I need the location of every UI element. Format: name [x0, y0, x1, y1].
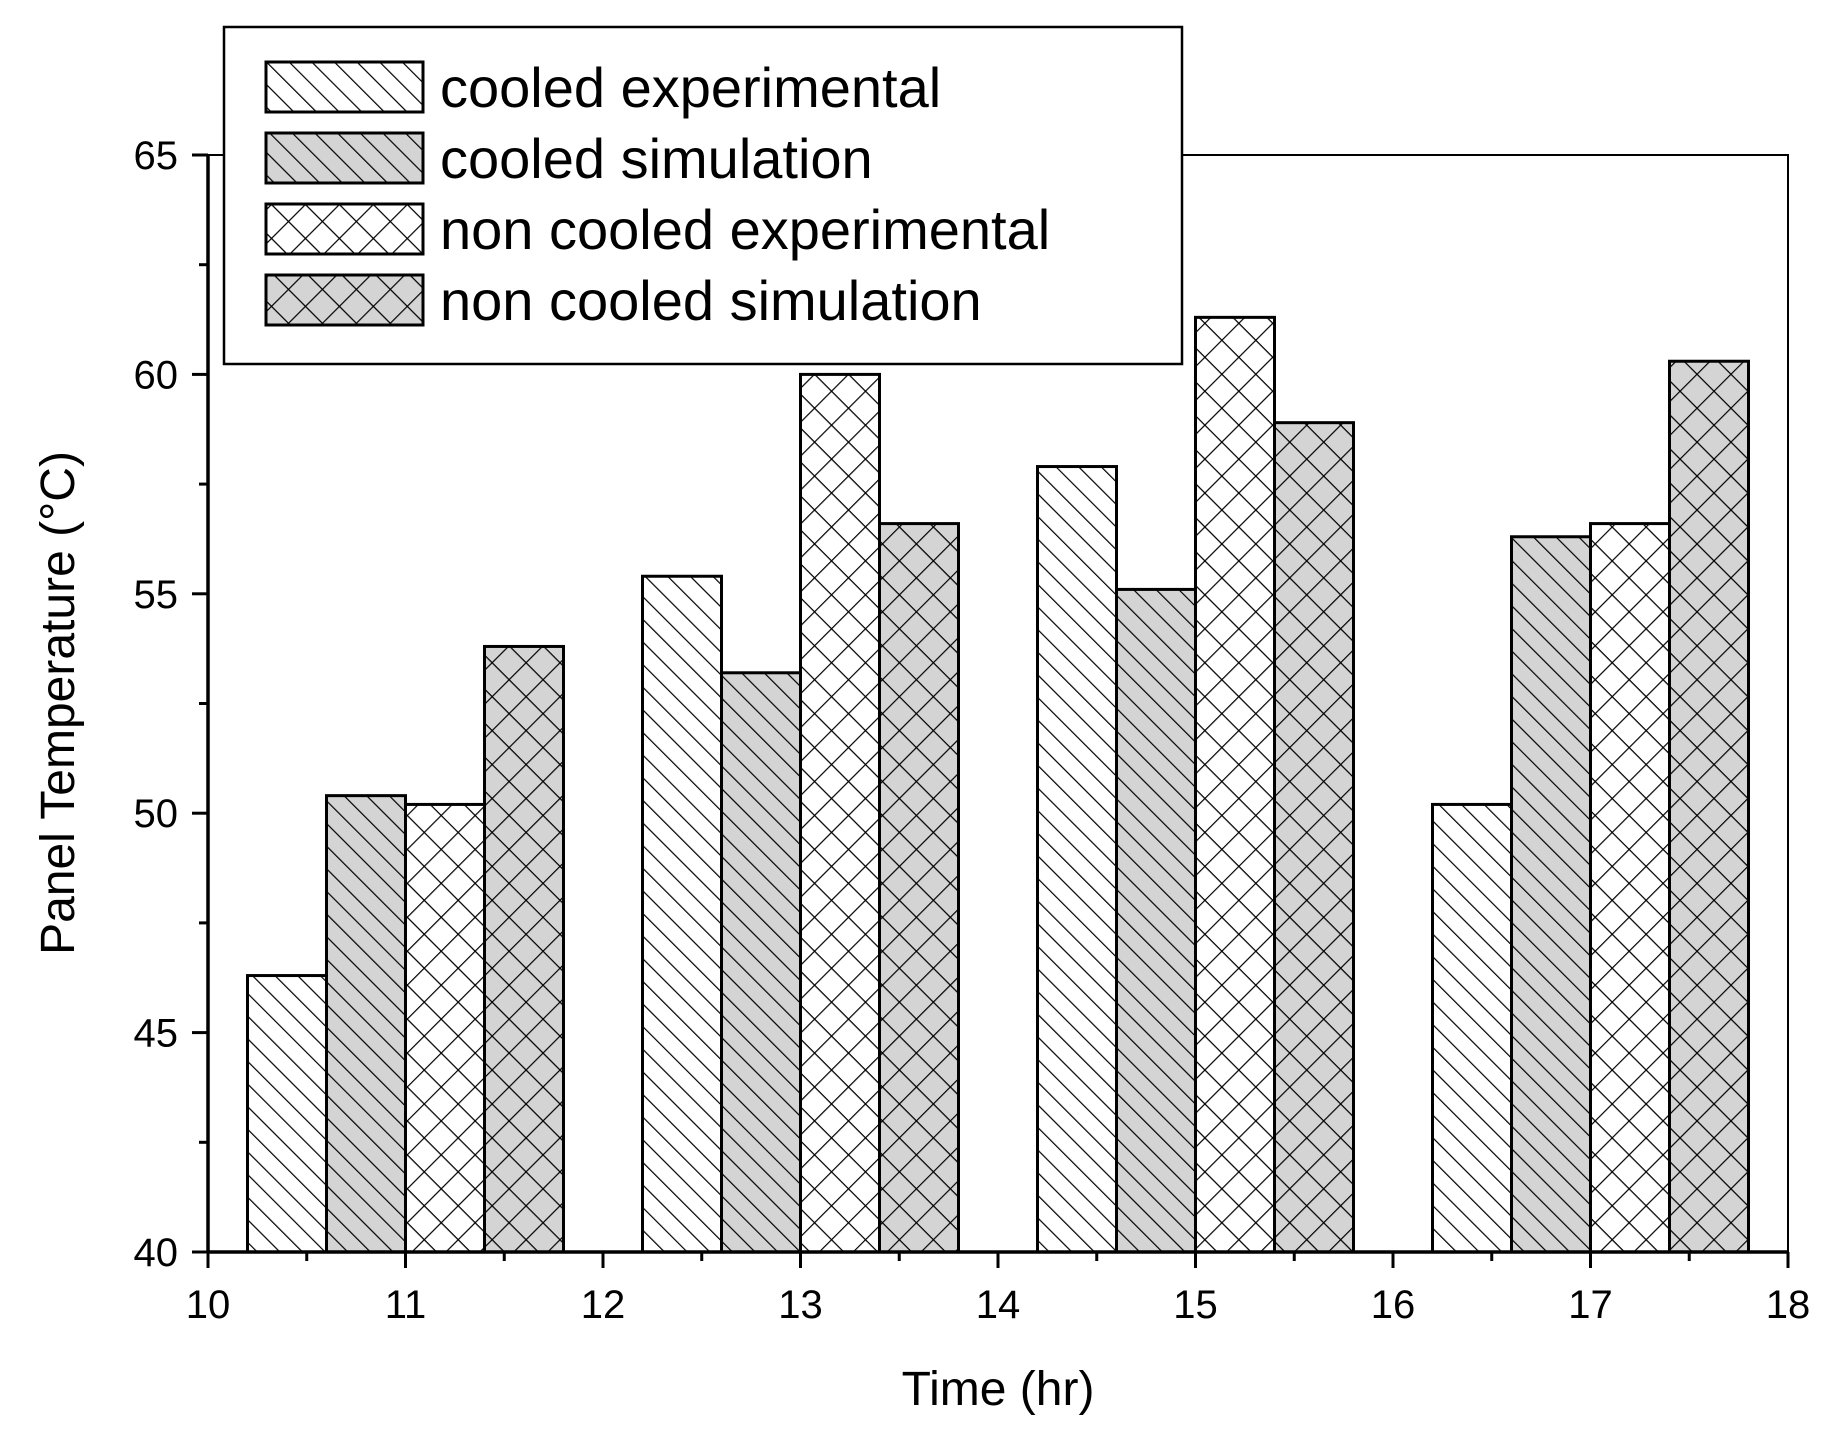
bar-non-cooled-experimental-3 [1589, 522, 1671, 1254]
x-tick-label: 16 [1371, 1283, 1416, 1327]
bar-non-cooled-experimental-1 [799, 372, 881, 1254]
bar-non-cooled-experimental-0 [404, 802, 486, 1254]
bar-non-cooled-simulation-0 [483, 644, 565, 1254]
y-tick-label: 45 [134, 1012, 179, 1056]
ticks-layer: 10 11 12 13 14 15 16 17 18 40 45 50 55 60 65 [134, 134, 1811, 1327]
bar-cooled-simulation-3 [1510, 535, 1592, 1254]
bar-non-cooled-experimental-2 [1194, 315, 1276, 1254]
legend-swatch-non-cooled-simulation [264, 273, 425, 327]
bar-cooled-simulation-2 [1115, 587, 1197, 1254]
x-tick-label: 17 [1568, 1283, 1613, 1327]
bar-non-cooled-simulation-3 [1668, 359, 1750, 1254]
legend-label-cooled-experimental: cooled experimental [440, 56, 941, 119]
legend-label-non-cooled-experimental: non cooled experimental [440, 198, 1050, 261]
x-tick-label: 18 [1766, 1283, 1811, 1327]
y-tick-label: 60 [134, 353, 179, 397]
bars-layer [246, 315, 1750, 1254]
bar-cooled-simulation-0 [325, 794, 407, 1254]
x-tick-label: 10 [186, 1283, 231, 1327]
bar-cooled-experimental-0 [246, 974, 328, 1254]
y-tick-label: 55 [134, 573, 179, 617]
bar-non-cooled-simulation-1 [878, 522, 960, 1254]
x-axis-title: Time (hr) [902, 1363, 1095, 1416]
x-tick-label: 15 [1173, 1283, 1218, 1327]
y-tick-label: 40 [134, 1231, 179, 1275]
legend-swatch-non-cooled-experimental [264, 202, 425, 256]
bar-non-cooled-simulation-2 [1273, 421, 1355, 1254]
x-tick-label: 14 [976, 1283, 1021, 1327]
bar-cooled-simulation-1 [720, 671, 802, 1254]
y-tick-label: 50 [134, 792, 179, 836]
x-tick-label: 12 [581, 1283, 626, 1327]
x-tick-label: 13 [778, 1283, 823, 1327]
legend-label-cooled-simulation: cooled simulation [440, 127, 873, 190]
bar-cooled-experimental-1 [641, 574, 723, 1254]
y-tick-label: 65 [134, 134, 179, 178]
x-tick-label: 11 [385, 1283, 427, 1327]
y-axis-title: Panel Temperature (°C) [32, 451, 85, 955]
bar-cooled-experimental-3 [1431, 802, 1513, 1254]
bar-cooled-experimental-2 [1036, 465, 1118, 1254]
legend: cooled experimental cooled simulation non … [222, 25, 1184, 366]
legend-label-non-cooled-simulation: non cooled simulation [440, 269, 982, 332]
legend-swatch-cooled-simulation [264, 131, 425, 185]
legend-swatch-cooled-experimental [264, 60, 425, 114]
